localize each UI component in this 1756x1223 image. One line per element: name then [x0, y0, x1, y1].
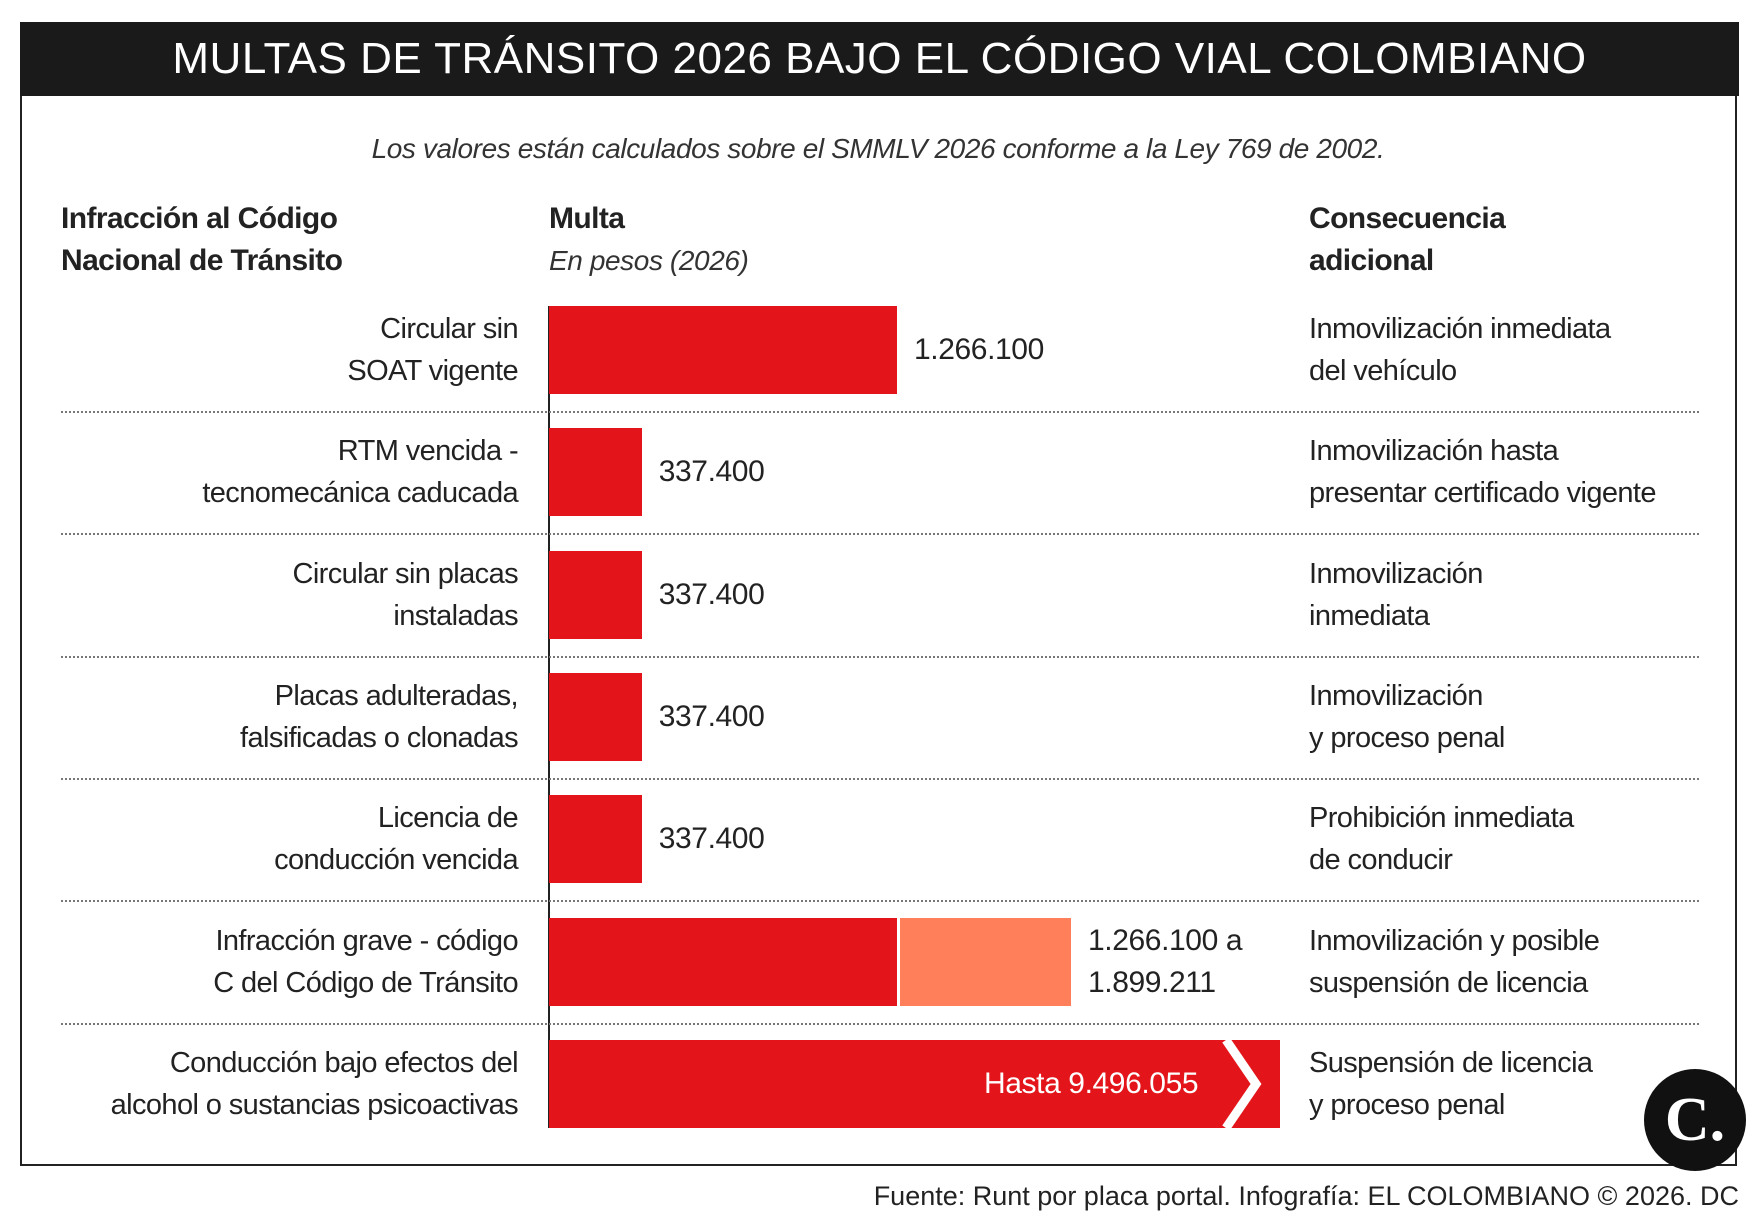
logo: C. — [1644, 1069, 1746, 1171]
source: Fuente: Runt por placa portal. Infografí… — [873, 1181, 1739, 1211]
chart-title: MULTAS DE TRÁNSITO 2026 BAJO EL CÓDIGO V… — [172, 34, 1587, 83]
value-header: Multa — [549, 202, 625, 235]
value-label: 337.400 — [658, 577, 765, 611]
row-divider — [61, 533, 1699, 536]
value-label: Hasta 9.496.055 — [984, 1066, 1199, 1100]
note-label: Suspensión de licencia y proceso penal — [1309, 1046, 1593, 1121]
subtitle: Los valores están calculados sobre el SM… — [371, 133, 1385, 164]
value-label: 337.400 — [658, 699, 765, 733]
row-divider — [61, 655, 1699, 658]
category-label: Infracción grave - código C del Código d… — [213, 924, 518, 999]
row-divider — [61, 777, 1699, 780]
value-label: 337.400 — [658, 822, 765, 856]
bar — [549, 306, 897, 394]
note-header: Consecuencia adicional — [1309, 202, 1506, 277]
bar — [549, 795, 642, 884]
category-label: Placas adulteradas, falsificadas o clona… — [240, 679, 519, 754]
value-subheader: En pesos (2026) — [549, 245, 749, 276]
value-label: 337.400 — [658, 455, 765, 489]
note-label: Inmovilización inmediata — [1309, 557, 1483, 632]
note-label: Prohibición inmediata de conducir — [1309, 802, 1574, 877]
category-label: Conducción bajo efectos del alcohol o su… — [110, 1046, 519, 1121]
note-label: Inmovilización hasta presentar certifica… — [1309, 435, 1657, 510]
bar — [549, 428, 642, 517]
row-divider — [61, 411, 1699, 413]
row-divider — [61, 1022, 1699, 1025]
row-divider — [61, 900, 1699, 903]
note-label: Inmovilización inmediata del vehículo — [1309, 313, 1611, 387]
break-line — [1222, 1039, 1262, 1128]
category-label: Circular sin placas instaladas — [292, 557, 518, 632]
note-label: Inmovilización y posible suspensión de l… — [1309, 924, 1600, 999]
category-label: Licencia de conducción vencida — [274, 802, 519, 877]
title-bar — [20, 22, 1739, 96]
bar — [549, 917, 897, 1006]
category-header: Infracción al Código Nacional de Tránsit… — [61, 202, 343, 277]
break-marker — [1222, 1039, 1262, 1128]
category-label: RTM vencida - tecnomecánica caducada — [202, 435, 518, 510]
value-label: 1.266.100 a 1.899.211 — [1088, 923, 1243, 999]
range-bar — [900, 917, 1072, 1006]
bar — [549, 672, 642, 761]
category-label: Circular sin SOAT vigente — [347, 313, 518, 387]
note-label: Inmovilización y proceso penal — [1309, 679, 1505, 754]
value-label: 1.266.100 — [914, 333, 1044, 366]
bar — [549, 550, 642, 639]
bar — [549, 1039, 1280, 1128]
